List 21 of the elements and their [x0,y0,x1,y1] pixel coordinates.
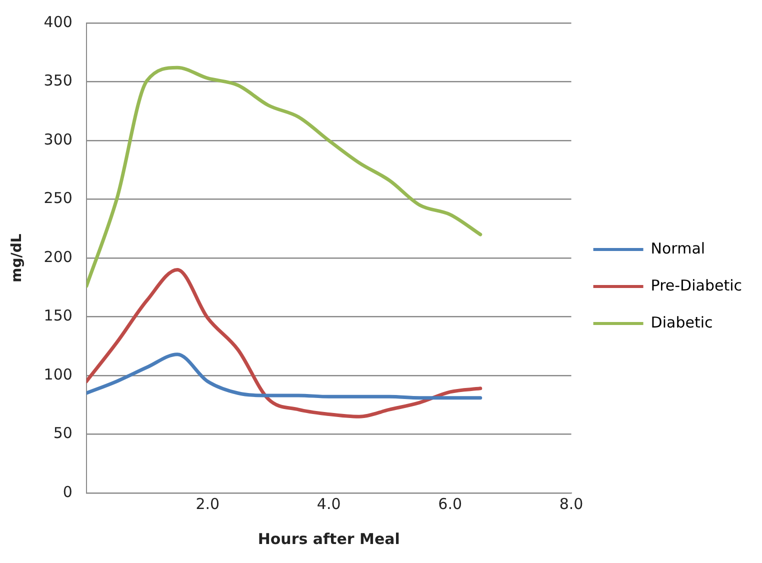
y-axis-title: mg/dL [9,234,26,282]
x-tick-label: 4.0 [316,494,341,513]
legend-label: Diabetic [650,313,713,332]
line-series [86,268,482,418]
y-tick-label: 100 [44,365,72,384]
y-tick-label: 250 [44,189,72,208]
legend-label: Normal [650,239,706,258]
y-tick-label: 200 [44,248,72,266]
legend-label: Pre-Diabetic [650,276,742,294]
y-tick-label: 300 [44,130,72,148]
line-series [86,66,482,288]
y-tick-label: 400 [44,12,72,31]
y-tick-label: 50 [53,424,72,442]
line-series [86,352,482,400]
y-tick-label: 150 [44,306,72,325]
x-tick-label: 6.0 [438,494,462,513]
y-tick-label: 350 [44,72,72,90]
x-tick-label: 8.0 [559,494,584,513]
x-tick-label: 2.0 [196,494,220,513]
x-axis-title: Hours after Meal [258,530,400,548]
y-tick-label: 0 [62,482,72,501]
